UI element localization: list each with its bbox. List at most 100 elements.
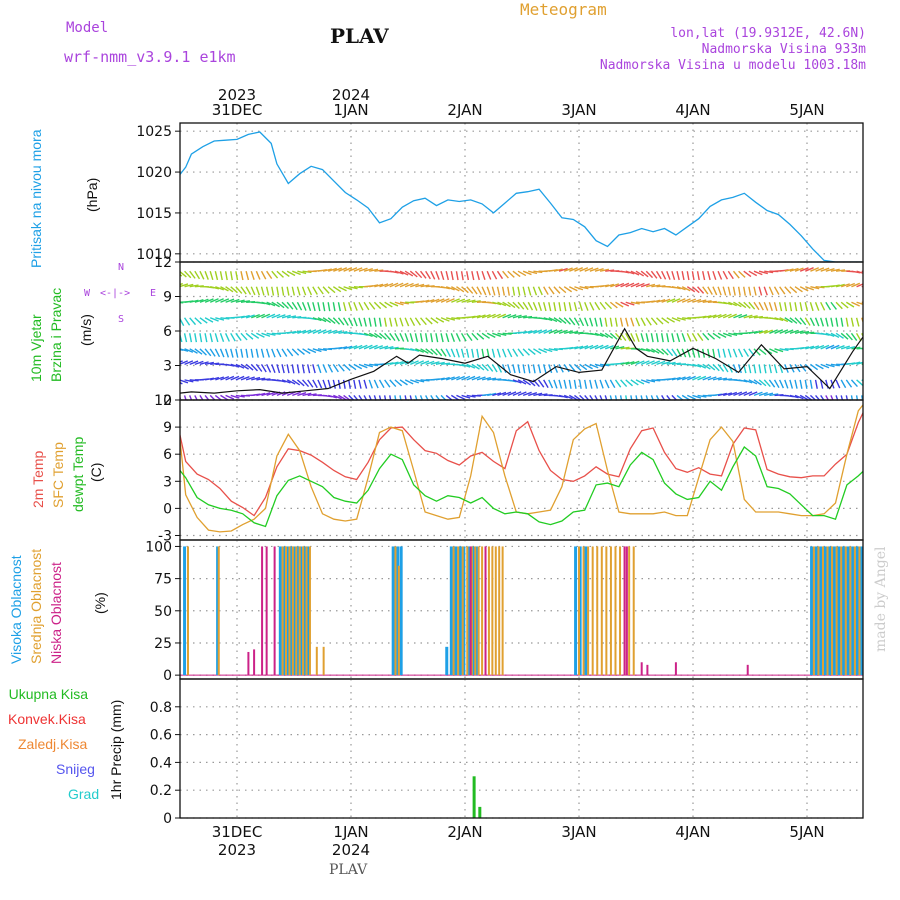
wind-arrow [835, 269, 846, 272]
wind-arrow [276, 348, 282, 358]
wind-arrow [743, 301, 751, 309]
wind-arrow [497, 301, 507, 307]
wind-arrow [363, 268, 373, 272]
wind-arrow [543, 317, 553, 322]
wind-arrow [645, 348, 655, 353]
wind-arrow [727, 286, 732, 296]
wind-arrow [384, 301, 393, 308]
wind-arrow [343, 345, 353, 350]
wind-arrow [640, 283, 650, 288]
bar [849, 546, 852, 676]
wind-arrow [758, 364, 762, 374]
wind-arrow [307, 379, 314, 388]
wind-arrow [456, 394, 465, 400]
wind-arrow [589, 267, 599, 272]
wind-arrow [620, 379, 628, 388]
wind-arrow [625, 301, 635, 306]
wind-arrow [471, 348, 475, 358]
wind-arrow [723, 378, 733, 381]
wind-arrow [374, 283, 384, 288]
wind-arrow [615, 346, 625, 350]
top-day-label: 1JAN [333, 101, 368, 119]
wind-arrow [266, 332, 276, 336]
wind-arrow [507, 379, 517, 383]
wind-arrow [697, 286, 705, 294]
wind-arrow [527, 364, 531, 374]
wind-arrow [291, 364, 295, 374]
wind-arrow [727, 270, 734, 280]
wind-arrow [322, 317, 332, 324]
wind-arrow [758, 379, 767, 387]
wind-arrow [784, 268, 794, 272]
wind-arrow [404, 282, 414, 288]
wind-arrow [501, 348, 507, 358]
y-tick-label: 3 [163, 359, 172, 375]
y-tick-label: 9 [163, 420, 172, 436]
wind-arrow [681, 271, 685, 281]
wind-arrow [528, 329, 538, 334]
wind-arrow [501, 286, 506, 296]
wind-arrow [743, 379, 753, 384]
wind-arrow [594, 379, 599, 389]
wind-arrow [240, 300, 250, 303]
wind-arrow [215, 376, 225, 381]
wind-arrow [456, 286, 465, 293]
wind-arrow [523, 315, 533, 319]
wind-arrow [199, 395, 204, 400]
bar [457, 546, 460, 676]
wind-arrow [281, 286, 285, 296]
wind-arrow [384, 282, 394, 288]
wind-arrow [635, 360, 645, 365]
wind-arrow [251, 376, 261, 381]
wind-arrow [322, 379, 327, 389]
wind-arrow [338, 267, 348, 272]
wind-arrow [358, 317, 363, 327]
wind-arrow [661, 348, 669, 356]
wind-arrow [851, 361, 861, 366]
wind-arrow [348, 363, 357, 371]
wind-arrow [353, 363, 363, 370]
wind-arrow [533, 329, 543, 334]
wind-arrow [712, 286, 718, 296]
top-day-label: 31DEC [212, 101, 263, 119]
wind-arrow [180, 360, 183, 363]
wind-arrow [502, 270, 509, 279]
wind-arrow [768, 379, 776, 388]
wind-arrow [378, 317, 382, 327]
y-tick-label: 100 [145, 539, 172, 555]
wind-arrow [753, 379, 762, 386]
bar [587, 546, 590, 676]
wind-arrow [378, 379, 385, 389]
wind-arrow [491, 348, 496, 358]
wind-arrow [389, 282, 399, 288]
wind-arrow [794, 394, 804, 400]
wind-arrow [286, 348, 294, 357]
wind-arrow [651, 379, 661, 382]
wind-arrow [656, 348, 665, 355]
wind-arrow [435, 333, 439, 343]
wind-arrow [594, 301, 601, 311]
wind-arrow [332, 363, 339, 373]
bar [841, 546, 845, 676]
wind-arrow [404, 333, 409, 343]
wind-arrow [265, 348, 270, 358]
wind-arrow [276, 301, 285, 309]
wind-arrow [548, 379, 554, 389]
bar [462, 546, 466, 676]
temperature-plot [180, 403, 863, 533]
wind-arrow [532, 301, 538, 311]
wind-arrow [271, 270, 279, 279]
wind-arrow [651, 360, 661, 366]
wind-arrow [312, 317, 322, 322]
wind-arrow [748, 301, 756, 310]
wind-arrow [835, 345, 845, 350]
wind-arrow [702, 332, 710, 341]
wind-arrow [764, 392, 774, 397]
wind-arrow [189, 379, 199, 382]
bar [461, 546, 464, 676]
wind-arrow [491, 363, 498, 373]
wind-arrow [204, 333, 208, 343]
bar [474, 546, 477, 676]
wind-arrow [671, 298, 681, 303]
